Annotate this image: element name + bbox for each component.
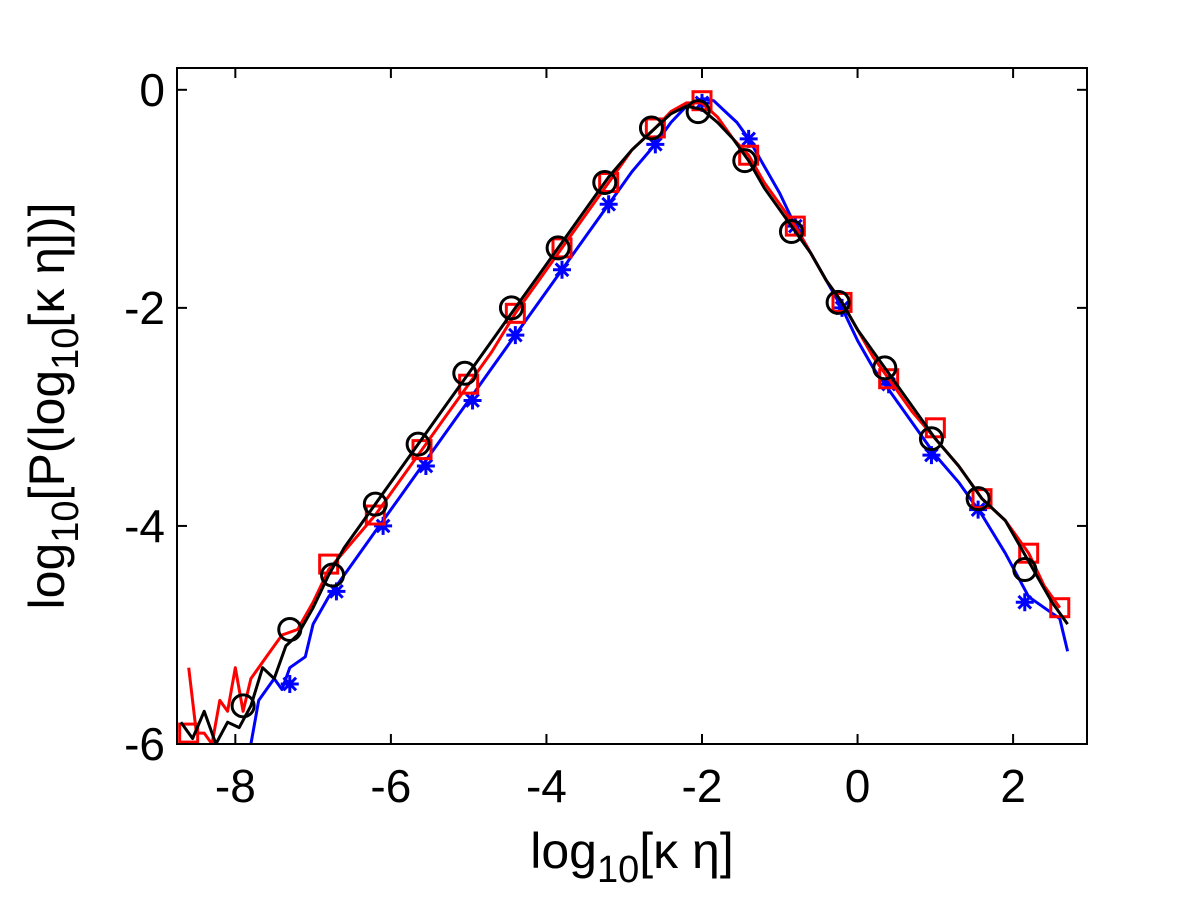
- y-tick-label: -4: [124, 500, 165, 552]
- data-point-asterisk: [463, 391, 482, 410]
- data-point-circle: [778, 219, 804, 245]
- data-point-circle: [732, 148, 758, 174]
- data-point-asterisk: [833, 298, 851, 317]
- data-point-circle: [320, 562, 346, 588]
- data-point-circle: [452, 360, 478, 386]
- data-point-circle: [872, 355, 898, 381]
- series-line: [187, 101, 1062, 744]
- data-point-circle: [918, 426, 944, 452]
- series-circle: [179, 99, 1069, 744]
- x-tick-label: -8: [215, 760, 256, 812]
- data-point-circle: [592, 169, 618, 195]
- x-tick-label: 0: [845, 760, 871, 812]
- y-axis-label-subscript-2: 10: [45, 328, 87, 370]
- axis-tick-labels: -8 -6 -4 -2 0 2 -6 -4 -2 0: [124, 64, 1026, 812]
- x-tick-label: -6: [370, 760, 411, 812]
- y-tick-label: -6: [124, 718, 165, 770]
- data-point-circle: [638, 115, 664, 141]
- y-axis-label-base: log: [19, 543, 75, 610]
- data-point-circle: [685, 99, 711, 125]
- data-point-square: [1049, 597, 1071, 619]
- x-axis-label-subscript: 10: [597, 849, 639, 891]
- data-point-asterisk: [553, 260, 571, 279]
- data-point-asterisk: [646, 135, 665, 154]
- data-point-asterisk: [922, 446, 941, 465]
- data-point-circle: [965, 486, 991, 512]
- data-point-square: [738, 144, 760, 166]
- y-axis-label: log10[P(log10[κ η])]: [19, 203, 87, 610]
- y-axis-label-rest: [κ η])]: [19, 203, 75, 328]
- data-point-circle: [362, 491, 388, 517]
- series-line: [179, 104, 1069, 744]
- x-tick-label: -4: [526, 760, 567, 812]
- data-point-circle: [825, 289, 851, 315]
- data-point-circle: [230, 693, 256, 719]
- y-tick-label: -2: [124, 282, 165, 334]
- data-point-square: [504, 302, 526, 324]
- data-point-asterisk: [879, 375, 898, 394]
- x-tick-label: 2: [1000, 760, 1026, 812]
- x-tick-label: -2: [682, 760, 723, 812]
- plot-frame: [176, 67, 1088, 745]
- data-point-square: [784, 215, 806, 237]
- data-point-square: [178, 722, 200, 744]
- data-point-asterisk: [374, 516, 393, 535]
- data-point-asterisk: [599, 195, 618, 214]
- data-point-asterisk: [506, 326, 525, 345]
- data-point-asterisk: [739, 129, 758, 148]
- y-tick-label: 0: [139, 64, 165, 116]
- series-layer: [178, 90, 1071, 744]
- data-point-asterisk: [280, 675, 299, 694]
- y-axis-label-mid: [P(log: [19, 370, 75, 501]
- data-point-asterisk: [1015, 593, 1034, 612]
- y-axis-label-subscript-1: 10: [45, 500, 87, 542]
- x-axis-label-rest: [κ η]: [639, 823, 733, 879]
- x-axis-label: log10[κ η]: [530, 823, 734, 891]
- data-point-asterisk: [416, 456, 435, 475]
- data-point-circle: [545, 235, 571, 261]
- data-point-asterisk: [327, 582, 346, 601]
- x-axis-label-base: log: [530, 823, 597, 879]
- data-point-circle: [1012, 557, 1038, 583]
- data-point-circle: [498, 295, 524, 321]
- data-point-circle: [405, 431, 431, 457]
- plot-area-background: [177, 68, 1087, 744]
- data-point-circle: [277, 617, 303, 643]
